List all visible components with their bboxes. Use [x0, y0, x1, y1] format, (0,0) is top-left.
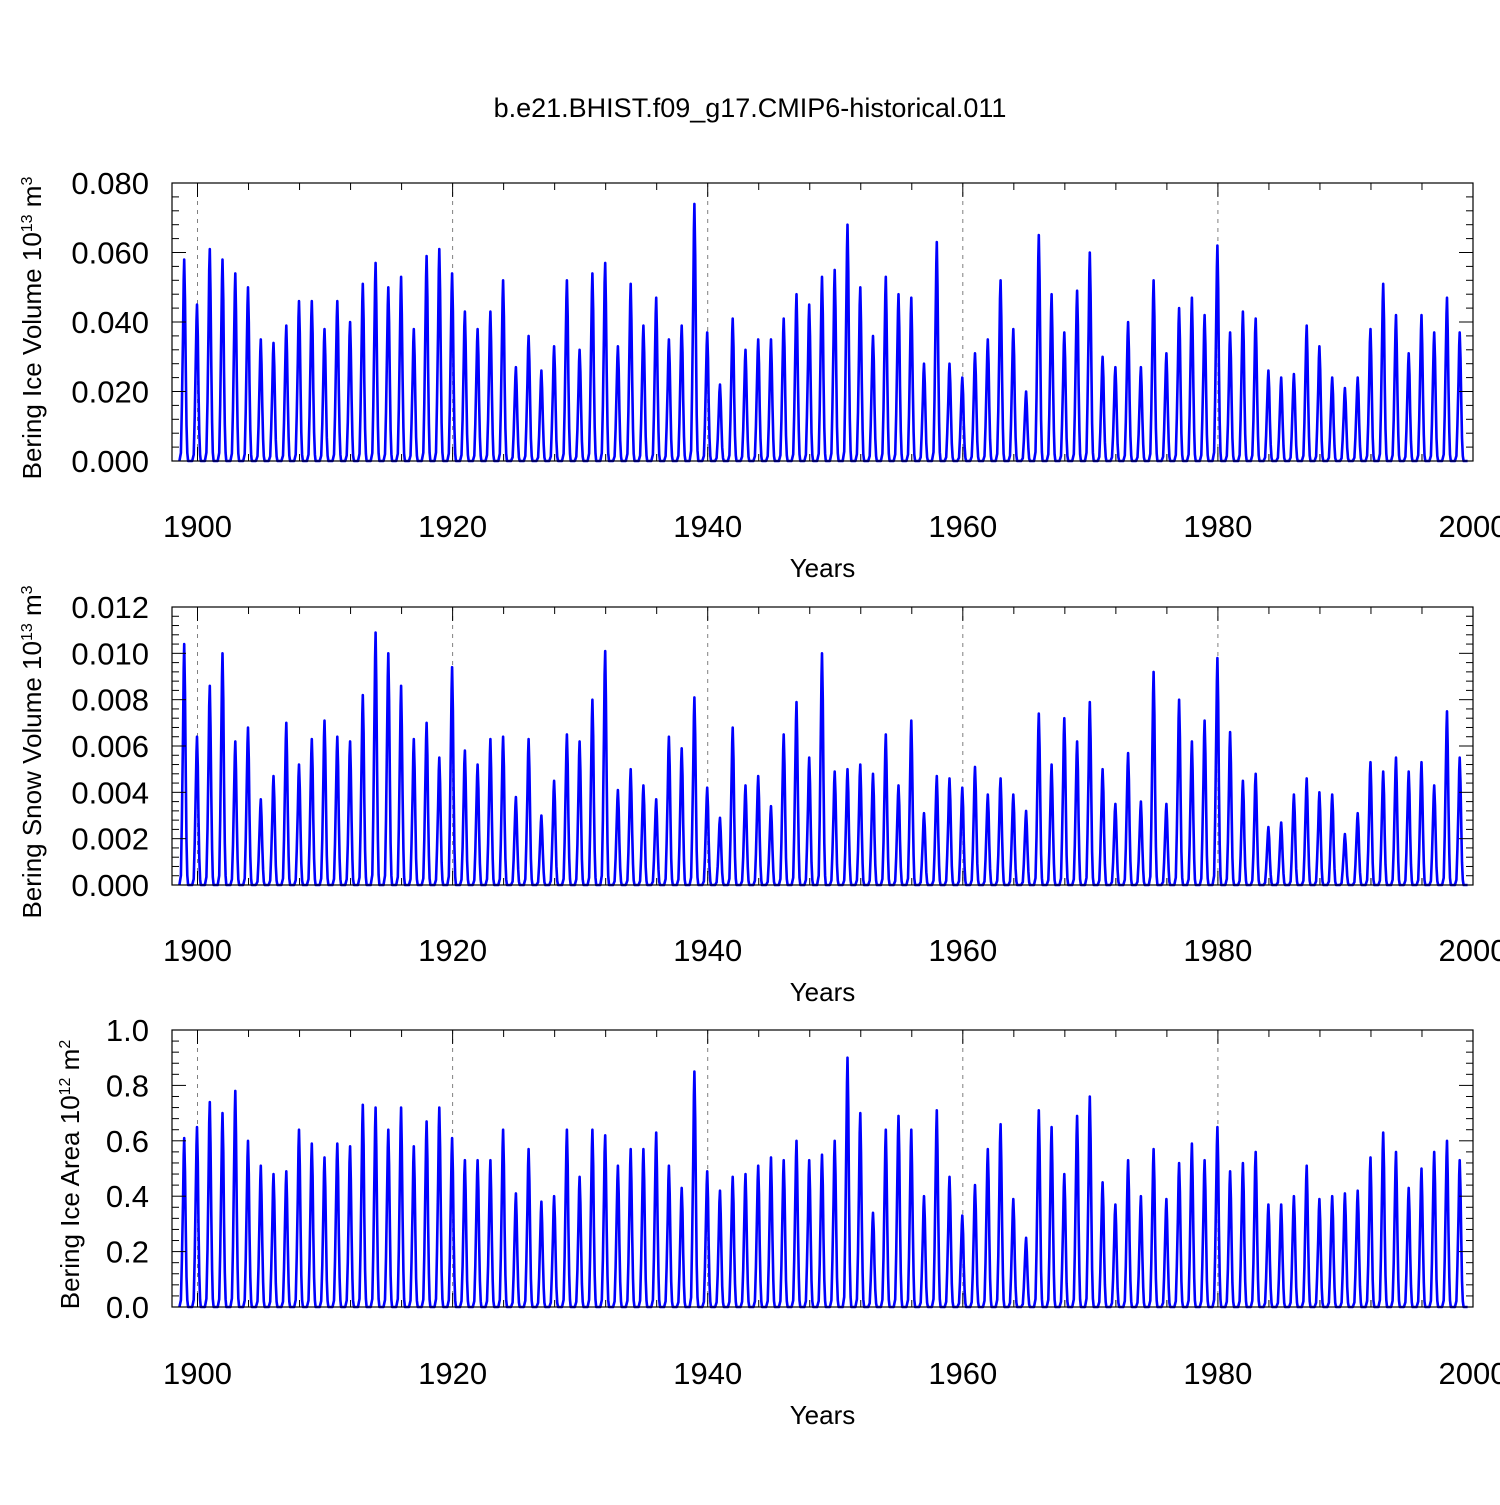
- y-tick-label: 0.002: [71, 822, 149, 857]
- y-axis-label-text: m: [17, 594, 47, 623]
- x-tick-label: 2000: [1439, 1356, 1500, 1391]
- x-tick-label: 1920: [418, 1356, 487, 1391]
- y-axis-label: Bering Snow Volume 1013 m3: [17, 585, 47, 918]
- y-tick-label: 1.0: [106, 1013, 149, 1048]
- data-series-line: [178, 202, 1468, 463]
- y-axis-label-superscript: 2: [57, 1040, 74, 1049]
- y-tick-label: 0.0: [106, 1290, 149, 1325]
- x-tick-label: 1960: [928, 933, 997, 968]
- x-tick-label: 1940: [673, 509, 742, 544]
- y-axis-label-text: Bering Ice Volume 10: [17, 232, 47, 479]
- y-axis-label-text: m: [17, 186, 47, 215]
- y-tick-label: 0.004: [71, 775, 149, 810]
- y-tick-label: 0.020: [71, 375, 149, 410]
- y-axis-label-text: Bering Snow Volume 10: [17, 641, 47, 919]
- chart-title: b.e21.BHIST.f09_g17.CMIP6-historical.011: [494, 93, 1007, 123]
- y-axis-label-superscript: 13: [19, 623, 36, 641]
- y-tick-label: 0.008: [71, 683, 149, 718]
- data-series-line: [178, 631, 1468, 887]
- y-axis-label-text: Bering Ice Area 10: [55, 1095, 85, 1309]
- y-tick-label: 0.040: [71, 305, 149, 340]
- y-axis-label-superscript: 12: [57, 1077, 74, 1095]
- y-axis-label: Bering Ice Area 1012 m2: [55, 1040, 85, 1310]
- y-tick-label: 0.000: [71, 444, 149, 479]
- x-tick-label: 1960: [928, 509, 997, 544]
- x-tick-label: 1940: [673, 1356, 742, 1391]
- x-tick-label: 2000: [1439, 509, 1500, 544]
- x-axis-label: Years: [790, 553, 856, 583]
- chart-panel-1: 0.000 0.020 0.040 0.060 0.080 1900 1920 1940 196…: [17, 166, 1500, 583]
- chart-panel-2: 0.000 0.002 0.004 0.006 0.008 0.010 0.012 1900 1…: [17, 585, 1500, 1007]
- y-tick-label: 0.2: [106, 1235, 149, 1270]
- y-axis-label-text: m: [55, 1049, 85, 1078]
- chart-panel-3: 0.0 0.2 0.4 0.6 0.8 1.0 1900 1920 1940 1960 1980 20…: [55, 1013, 1500, 1430]
- y-axis-label-superscript: 13: [19, 214, 36, 232]
- plot-frame: [171, 1029, 1474, 1308]
- x-tick-label: 1980: [1183, 933, 1252, 968]
- x-tick-label: 1920: [418, 509, 487, 544]
- x-tick-label: 1920: [418, 933, 487, 968]
- y-tick-label: 0.8: [106, 1068, 149, 1103]
- x-tick-label: 1900: [163, 933, 232, 968]
- y-tick-label: 0.4: [106, 1179, 149, 1214]
- panels-group: 0.000 0.020 0.040 0.060 0.080 1900 1920 1940 196…: [17, 166, 1500, 1430]
- x-tick-label: 1900: [163, 1356, 232, 1391]
- y-tick-label: 0.000: [71, 868, 149, 903]
- x-axis-label: Years: [790, 1400, 856, 1430]
- x-tick-label: 1940: [673, 933, 742, 968]
- y-tick-label: 0.010: [71, 636, 149, 671]
- y-tick-label: 0.060: [71, 236, 149, 271]
- y-axis-label: Bering Ice Volume 1013 m3: [17, 177, 47, 480]
- y-axis-label-superscript: 3: [19, 177, 36, 186]
- x-tick-label: 2000: [1439, 933, 1500, 968]
- x-tick-label: 1980: [1183, 1356, 1252, 1391]
- y-axis-label-superscript: 3: [19, 585, 36, 594]
- x-tick-label: 1980: [1183, 509, 1252, 544]
- data-series-line: [178, 1056, 1468, 1309]
- y-tick-label: 0.012: [71, 590, 149, 625]
- x-tick-label: 1960: [928, 1356, 997, 1391]
- y-tick-label: 0.080: [71, 166, 149, 201]
- y-tick-label: 0.006: [71, 729, 149, 764]
- x-axis-label: Years: [790, 977, 856, 1007]
- x-tick-label: 1900: [163, 509, 232, 544]
- y-tick-label: 0.6: [106, 1124, 149, 1159]
